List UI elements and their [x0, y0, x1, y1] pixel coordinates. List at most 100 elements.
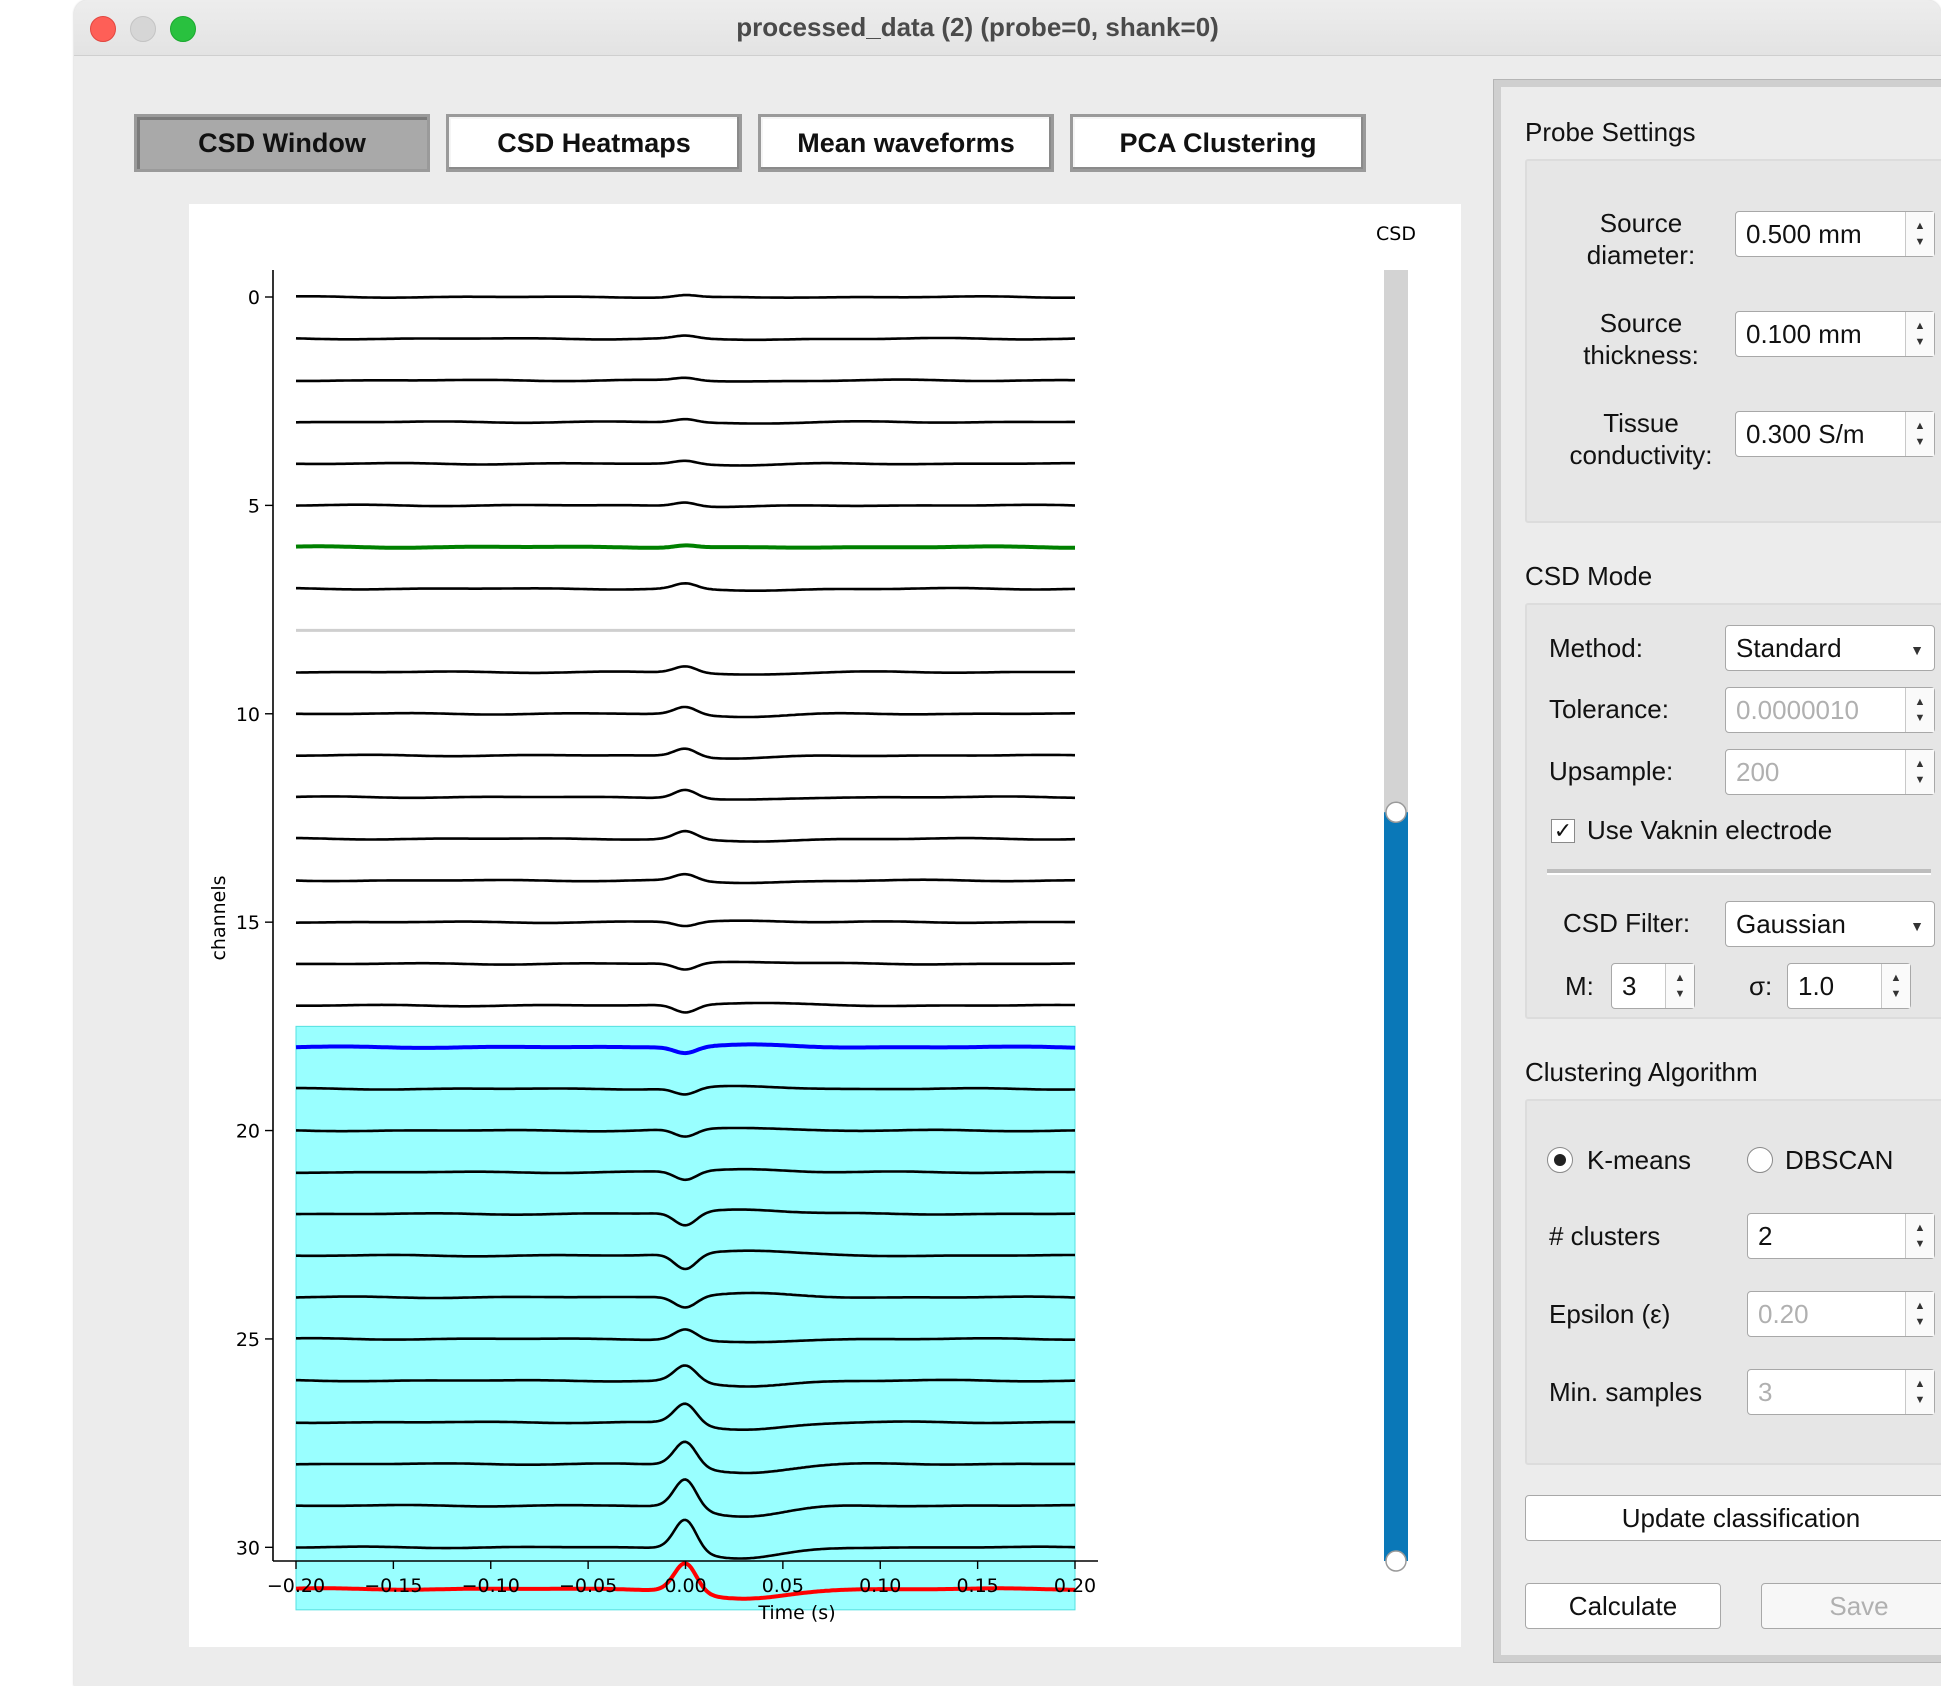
minimize-window-button[interactable] — [130, 16, 156, 42]
tolerance-label: Tolerance: — [1549, 694, 1669, 724]
spin-up-icon[interactable]: ▲ — [1914, 1378, 1926, 1390]
csd-slider-upper-handle[interactable] — [1385, 801, 1407, 823]
tolerance-spinbox[interactable]: 0.0000010 ▲ ▼ — [1725, 687, 1935, 733]
spin-up-icon[interactable]: ▲ — [1914, 758, 1926, 770]
spin-up-icon[interactable]: ▲ — [1890, 972, 1902, 984]
y-axis-label: channels — [208, 875, 230, 960]
source-thickness-spinbox[interactable]: 0.100 mm ▲ ▼ — [1735, 311, 1935, 357]
spin-down-icon[interactable]: ▼ — [1674, 988, 1686, 1000]
x-tick-label: 0.00 — [664, 1575, 706, 1597]
csd-slider-lower-handle[interactable] — [1385, 1550, 1407, 1572]
calculate-button[interactable]: Calculate — [1525, 1583, 1721, 1629]
tissue-conductivity-label: Tissue conductivity: — [1569, 408, 1713, 470]
spin-up-icon[interactable]: ▲ — [1914, 220, 1926, 232]
dbscan-radio[interactable] — [1747, 1147, 1773, 1173]
csd-filter-value: Gaussian — [1736, 909, 1846, 939]
save-button[interactable]: Save — [1761, 1583, 1941, 1629]
channel-trace — [296, 501, 1075, 509]
selected-window-region — [295, 1025, 1076, 1611]
tab-pca-clustering[interactable]: PCA Clustering — [1070, 114, 1366, 172]
x-axis-label: Time (s) — [757, 1602, 835, 1624]
epsilon-spinbox[interactable]: 0.20 ▲ ▼ — [1747, 1291, 1935, 1337]
channel-trace — [296, 665, 1075, 676]
spin-down-icon[interactable]: ▼ — [1914, 436, 1926, 448]
spin-down-icon[interactable]: ▼ — [1890, 988, 1902, 1000]
csd-mode-divider — [1547, 869, 1931, 875]
m-spinbox[interactable]: 3 ▲ ▼ — [1611, 963, 1695, 1009]
app-window: processed_data (2) (probe=0, shank=0) CS… — [74, 0, 1941, 1686]
method-select[interactable]: Standard ▼ — [1725, 625, 1935, 671]
x-tick-label: −0.15 — [364, 1575, 422, 1597]
m-value: 3 — [1622, 971, 1637, 1001]
kmeans-label: K-means — [1587, 1145, 1692, 1175]
csd-slider-label: CSD — [1376, 223, 1416, 245]
channel-trace — [296, 1126, 1075, 1138]
epsilon-value: 0.20 — [1758, 1299, 1809, 1329]
channel-trace — [296, 417, 1075, 425]
method-value: Standard — [1736, 633, 1842, 663]
channel-trace — [296, 581, 1075, 592]
zoom-window-button[interactable] — [170, 16, 196, 42]
y-tick-label: 30 — [236, 1537, 260, 1559]
tolerance-value: 0.0000010 — [1736, 695, 1859, 725]
plot-canvas: −0.20 −0.15 −0.10 −0.05 0.00 0.05 0.10 0.15 0.20… — [189, 204, 1461, 1647]
kmeans-radio[interactable] — [1547, 1147, 1573, 1173]
tissue-conductivity-spinbox[interactable]: 0.300 S/m ▲ ▼ — [1735, 411, 1935, 457]
clusters-value: 2 — [1758, 1221, 1773, 1251]
spin-up-icon[interactable]: ▲ — [1914, 320, 1926, 332]
y-tick-label: 0 — [248, 287, 260, 309]
spin-down-icon[interactable]: ▼ — [1914, 1316, 1926, 1328]
spin-down-icon[interactable]: ▼ — [1914, 236, 1926, 248]
upsample-value: 200 — [1736, 757, 1780, 787]
channel-trace — [295, 334, 1075, 342]
highlight-trace-blue — [295, 1042, 1076, 1056]
spin-down-icon[interactable]: ▼ — [1914, 336, 1926, 348]
spin-up-icon[interactable]: ▲ — [1914, 696, 1926, 708]
x-tick-label: −0.05 — [559, 1575, 617, 1597]
m-label: M: — [1565, 971, 1594, 1001]
csd-filter-select[interactable]: Gaussian ▼ — [1725, 901, 1935, 947]
epsilon-label: Epsilon (ε) — [1549, 1299, 1671, 1329]
x-tick-label: 0.05 — [762, 1575, 804, 1597]
spin-up-icon[interactable]: ▲ — [1914, 1222, 1926, 1234]
close-window-button[interactable] — [90, 16, 116, 42]
spin-down-icon[interactable]: ▼ — [1914, 1238, 1926, 1250]
vaknin-checkbox[interactable]: ✓ — [1551, 819, 1575, 843]
spin-down-icon[interactable]: ▼ — [1914, 774, 1926, 786]
channel-trace — [296, 1208, 1075, 1227]
tab-csd-heatmaps[interactable]: CSD Heatmaps — [446, 114, 742, 172]
source-diameter-spinbox[interactable]: 0.500 mm ▲ ▼ — [1735, 211, 1935, 257]
y-tick-label: 5 — [248, 495, 260, 517]
upsample-spinbox[interactable]: 200 ▲ ▼ — [1725, 749, 1935, 795]
channel-trace — [296, 1328, 1075, 1344]
spin-down-icon[interactable]: ▼ — [1914, 712, 1926, 724]
source-thickness-label: Source thickness: — [1583, 308, 1699, 370]
clusters-spinbox[interactable]: 2 ▲ ▼ — [1747, 1213, 1935, 1259]
channel-trace — [296, 1440, 1075, 1475]
x-tick-label: 0.20 — [1054, 1575, 1096, 1597]
sigma-value: 1.0 — [1798, 971, 1835, 1001]
source-diameter-label: Source diameter: — [1586, 208, 1696, 270]
tab-csd-window[interactable]: CSD Window — [134, 114, 430, 172]
channel-trace — [296, 1249, 1075, 1271]
y-tick-label: 15 — [236, 912, 260, 934]
channel-trace — [296, 829, 1075, 843]
spin-down-icon[interactable]: ▼ — [1914, 1394, 1926, 1406]
channel-trace — [296, 376, 1075, 383]
csd-mode-title: CSD Mode — [1525, 561, 1653, 591]
spin-up-icon[interactable]: ▲ — [1674, 972, 1686, 984]
spin-up-icon[interactable]: ▲ — [1914, 1300, 1926, 1312]
spin-up-icon[interactable]: ▲ — [1914, 420, 1926, 432]
tab-mean-waveforms[interactable]: Mean waveforms — [758, 114, 1054, 172]
update-classification-button[interactable]: Update classification — [1525, 1495, 1941, 1541]
channel-trace — [296, 1167, 1075, 1182]
channel-trace — [296, 1084, 1075, 1096]
min-samples-spinbox[interactable]: 3 ▲ ▼ — [1747, 1369, 1935, 1415]
channel-trace — [295, 788, 1075, 801]
sigma-spinbox[interactable]: 1.0 ▲ ▼ — [1787, 963, 1911, 1009]
probe-settings-title: Probe Settings — [1525, 117, 1696, 147]
x-tick-label: −0.20 — [267, 1575, 325, 1597]
channel-trace — [296, 872, 1076, 885]
chevron-down-icon: ▼ — [1910, 918, 1924, 934]
tissue-conductivity-value: 0.300 S/m — [1746, 419, 1865, 449]
